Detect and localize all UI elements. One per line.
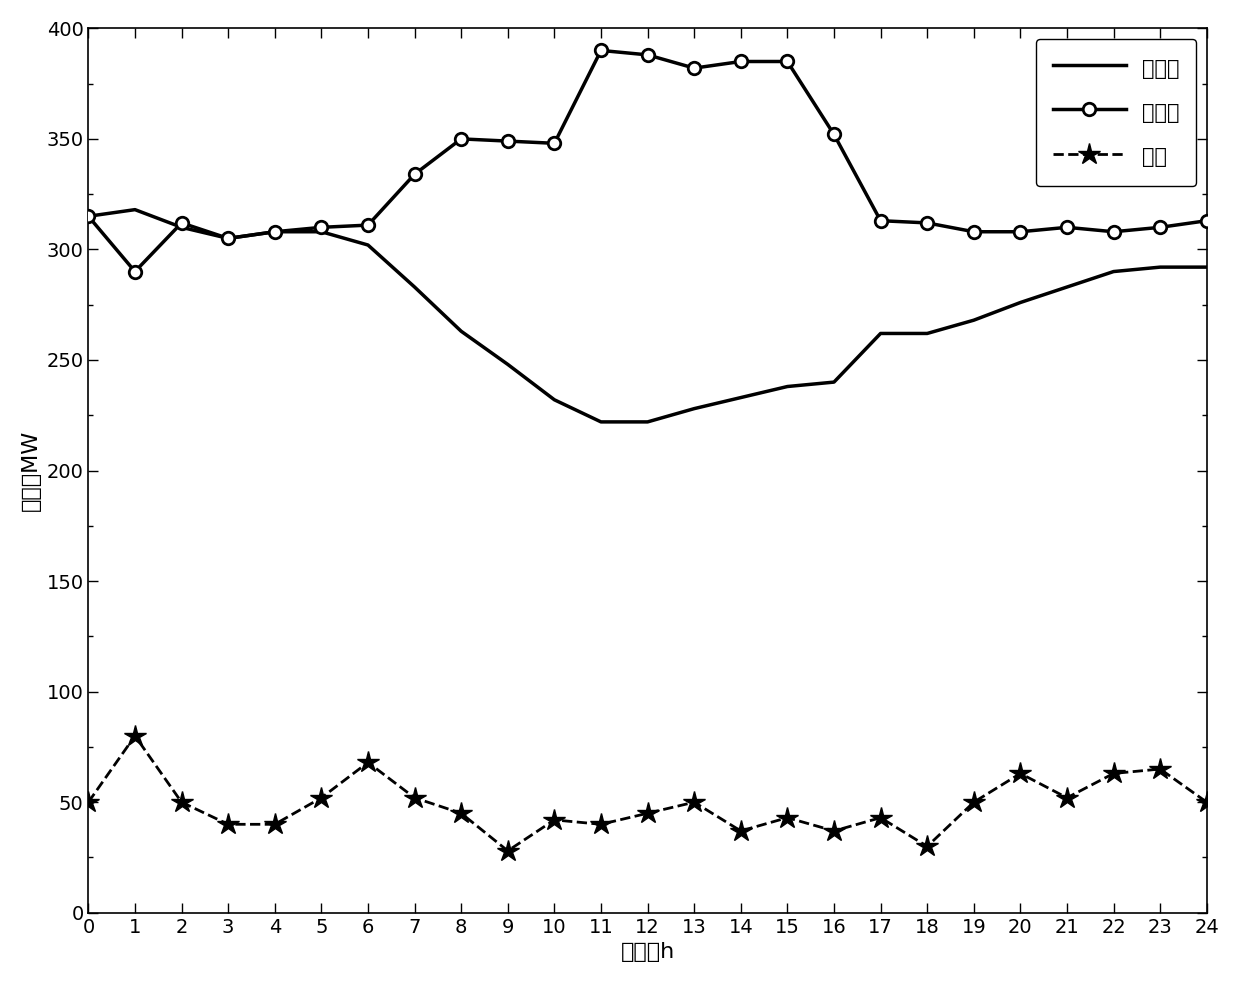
X-axis label: 时间／h: 时间／h	[620, 942, 675, 962]
电负荷	[1199, 215, 1214, 227]
电负荷	[128, 265, 143, 277]
风电	[594, 819, 609, 831]
电负荷	[687, 62, 702, 74]
电负荷	[1153, 221, 1168, 233]
热负荷	[1199, 261, 1214, 273]
电负荷	[827, 129, 842, 141]
热负荷	[128, 203, 143, 215]
电负荷	[733, 56, 748, 68]
风电	[827, 825, 842, 837]
电负荷	[81, 210, 95, 222]
Line: 热负荷: 热负荷	[88, 209, 1207, 422]
热负荷	[174, 221, 188, 233]
风电	[873, 812, 888, 824]
风电	[966, 796, 981, 808]
风电	[640, 807, 655, 819]
风电	[454, 807, 469, 819]
风电	[687, 796, 702, 808]
热负荷	[594, 416, 609, 428]
Line: 电负荷: 电负荷	[82, 44, 1213, 278]
风电	[1199, 796, 1214, 808]
热负荷	[501, 359, 516, 371]
风电	[314, 792, 329, 804]
电负荷	[873, 215, 888, 227]
风电	[780, 812, 795, 824]
风电	[174, 796, 188, 808]
热负荷	[1106, 265, 1121, 277]
电负荷	[314, 221, 329, 233]
Y-axis label: 功率／MW: 功率／MW	[21, 430, 41, 511]
热负荷	[1013, 297, 1028, 309]
热负荷	[687, 403, 702, 415]
风电	[1059, 792, 1074, 804]
电负荷	[1106, 226, 1121, 238]
电负荷	[966, 226, 981, 238]
电负荷	[221, 233, 236, 245]
热负荷	[966, 315, 981, 326]
热负荷	[1059, 281, 1074, 293]
Line: 风电: 风电	[77, 724, 1218, 862]
电负荷	[174, 217, 188, 229]
风电	[81, 796, 95, 808]
风电	[361, 757, 376, 769]
电负荷	[454, 133, 469, 145]
风电	[733, 825, 748, 837]
电负荷	[640, 49, 655, 61]
热负荷	[361, 239, 376, 251]
电负荷	[594, 44, 609, 56]
电负荷	[920, 217, 935, 229]
热负荷	[407, 281, 422, 293]
热负荷	[81, 210, 95, 222]
热负荷	[1153, 261, 1168, 273]
电负荷	[268, 226, 283, 238]
电负荷	[780, 56, 795, 68]
热负荷	[733, 391, 748, 403]
电负荷	[361, 219, 376, 231]
热负荷	[920, 327, 935, 339]
热负荷	[640, 416, 655, 428]
电负荷	[501, 136, 516, 147]
热负荷	[827, 376, 842, 388]
风电	[1013, 768, 1028, 780]
热负荷	[268, 226, 283, 238]
风电	[128, 730, 143, 742]
风电	[221, 819, 236, 831]
热负荷	[547, 394, 562, 406]
风电	[1106, 768, 1121, 780]
电负荷	[1059, 221, 1074, 233]
热负荷	[873, 327, 888, 339]
风电	[920, 840, 935, 852]
热负荷	[454, 325, 469, 337]
风电	[268, 819, 283, 831]
Legend: 热负荷, 电负荷, 风电: 热负荷, 电负荷, 风电	[1035, 38, 1197, 186]
风电	[547, 814, 562, 826]
热负荷	[314, 226, 329, 238]
电负荷	[407, 168, 422, 180]
风电	[501, 845, 516, 857]
热负荷	[221, 233, 236, 245]
电负荷	[1013, 226, 1028, 238]
电负荷	[547, 138, 562, 149]
热负荷	[780, 380, 795, 392]
风电	[1153, 763, 1168, 775]
风电	[407, 792, 422, 804]
